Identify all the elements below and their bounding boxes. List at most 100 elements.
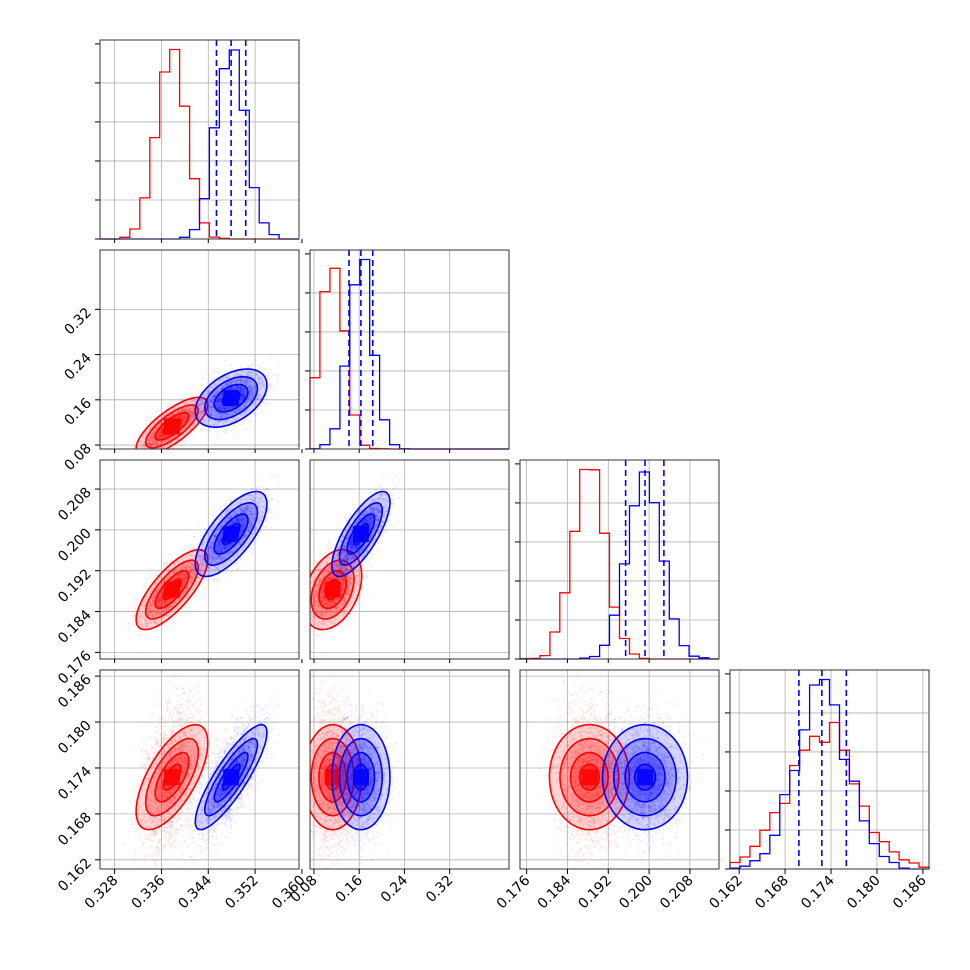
scatter-point <box>177 410 180 413</box>
scatter-point <box>191 424 194 427</box>
panel-1-1 <box>310 250 509 449</box>
scatter-point <box>151 442 154 445</box>
scatter-point <box>152 455 154 457</box>
scatter-point <box>148 443 151 446</box>
scatter-point <box>148 437 151 440</box>
scatter-point <box>183 417 186 420</box>
scatter-point <box>170 441 173 444</box>
scatter-point <box>150 433 153 436</box>
scatter-point <box>153 438 156 442</box>
scatter-point <box>179 399 182 402</box>
scatter-point <box>161 441 164 444</box>
scatter-point <box>178 414 182 417</box>
scatter-point <box>149 437 152 440</box>
scatter-point <box>152 444 155 448</box>
scatter-point <box>162 434 165 437</box>
scatter-point <box>184 414 187 417</box>
scatter-point <box>176 415 179 418</box>
scatter-point <box>197 403 200 406</box>
scatter-point <box>157 431 160 434</box>
scatter-point <box>178 414 181 417</box>
scatter-point <box>142 449 144 451</box>
scatter-point <box>139 450 141 452</box>
scatter-point <box>200 384 203 387</box>
scatter-point <box>156 433 159 436</box>
scatter-point <box>164 434 167 438</box>
scatter-point <box>156 435 159 438</box>
scatter-point <box>183 417 186 420</box>
scatter-point <box>180 444 183 447</box>
scatter-point <box>146 442 149 445</box>
scatter-point <box>149 427 152 430</box>
scatter-point <box>159 442 162 445</box>
scatter-point <box>173 435 176 438</box>
scatter-point <box>166 434 169 437</box>
scatter-point <box>239 423 242 426</box>
scatter-point <box>172 413 175 416</box>
scatter-point <box>153 431 156 434</box>
scatter-point <box>194 421 197 425</box>
scatter-point <box>122 462 124 464</box>
scatter-point <box>189 415 192 418</box>
scatter-point <box>160 426 163 430</box>
scatter-point <box>172 412 175 415</box>
scatter-point <box>139 444 142 447</box>
scatter-point <box>160 427 163 430</box>
scatter-point <box>161 434 164 437</box>
scatter-point <box>159 435 162 438</box>
scatter-point <box>160 440 164 444</box>
scatter-point <box>154 453 156 455</box>
scatter-point <box>191 425 194 429</box>
scatter-point <box>148 457 150 459</box>
scatter-point <box>151 434 154 437</box>
scatter-point <box>155 451 157 453</box>
scatter-point <box>150 444 153 447</box>
scatter-point <box>190 390 193 393</box>
scatter-point <box>193 401 196 404</box>
scatter-point <box>180 423 183 426</box>
scatter-point <box>160 432 163 435</box>
scatter-point <box>192 415 195 418</box>
scatter-point <box>157 442 160 445</box>
scatter-point <box>264 402 267 405</box>
scatter-point <box>150 443 153 446</box>
scatter-point <box>174 450 176 452</box>
scatter-point <box>265 410 268 413</box>
scatter-point <box>182 439 185 442</box>
scatter-point <box>257 363 260 366</box>
scatter-point <box>185 415 188 418</box>
scatter-point <box>139 452 141 454</box>
scatter-point <box>159 442 162 445</box>
scatter-point <box>147 439 150 442</box>
scatter-point <box>189 426 192 429</box>
scatter-point <box>181 409 184 412</box>
scatter-point <box>200 410 204 414</box>
scatter-point <box>150 449 152 451</box>
scatter-point <box>150 453 152 455</box>
scatter-point <box>157 444 160 447</box>
scatter-point <box>132 463 134 465</box>
scatter-point <box>152 432 155 435</box>
scatter-point <box>156 436 159 439</box>
scatter-point <box>141 458 143 460</box>
scatter-point <box>148 442 151 445</box>
scatter-point <box>160 421 163 424</box>
scatter-point <box>153 441 156 445</box>
scatter-point <box>163 440 166 443</box>
scatter-point <box>181 415 184 418</box>
scatter-point <box>159 431 162 434</box>
scatter-point <box>158 450 160 452</box>
scatter-point <box>157 434 160 437</box>
scatter-point <box>177 415 180 418</box>
scatter-point <box>199 400 202 403</box>
scatter-point <box>189 413 192 416</box>
scatter-point <box>269 383 272 386</box>
scatter-point <box>266 404 269 407</box>
scatter-point <box>153 430 156 433</box>
scatter-point <box>142 452 144 454</box>
scatter-point <box>147 442 150 445</box>
scatter-point <box>183 413 186 416</box>
scatter-point <box>128 453 130 455</box>
scatter-point <box>142 442 146 445</box>
